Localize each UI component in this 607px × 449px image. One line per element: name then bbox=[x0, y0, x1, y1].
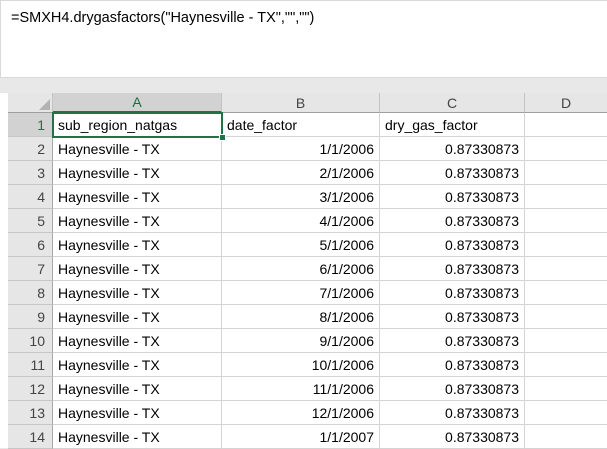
row-number[interactable]: 5 bbox=[8, 209, 53, 233]
cell-col-d[interactable] bbox=[525, 185, 607, 209]
row-number[interactable]: 6 bbox=[8, 233, 53, 257]
cell-col-b[interactable]: 1/1/2007 bbox=[222, 425, 380, 449]
cell-col-c[interactable]: 0.87330873 bbox=[380, 377, 525, 401]
sheet-row: 7 Haynesville - TX 6/1/2006 0.87330873 bbox=[8, 257, 607, 281]
cell-col-d[interactable] bbox=[525, 113, 607, 137]
cell-col-a[interactable]: Haynesville - TX bbox=[53, 425, 222, 449]
cell-col-a[interactable]: Haynesville - TX bbox=[53, 257, 222, 281]
sheet-row: 5 Haynesville - TX 4/1/2006 0.87330873 bbox=[8, 209, 607, 233]
cell-col-b[interactable]: 7/1/2006 bbox=[222, 281, 380, 305]
sheet-left-margin bbox=[0, 93, 8, 448]
cell-col-c[interactable]: 0.87330873 bbox=[380, 353, 525, 377]
cell-col-d[interactable] bbox=[525, 425, 607, 449]
row-number[interactable]: 4 bbox=[8, 185, 53, 209]
cell-col-d[interactable] bbox=[525, 257, 607, 281]
cell-col-c[interactable]: 0.87330873 bbox=[380, 401, 525, 425]
cell-col-c[interactable]: 0.87330873 bbox=[380, 425, 525, 449]
sheet-row: 6 Haynesville - TX 5/1/2006 0.87330873 bbox=[8, 233, 607, 257]
cell-col-a[interactable]: Haynesville - TX bbox=[53, 329, 222, 353]
sheet-row: 9 Haynesville - TX 8/1/2006 0.87330873 bbox=[8, 305, 607, 329]
column-header-d[interactable]: D bbox=[525, 93, 607, 113]
row-number[interactable]: 1 bbox=[8, 113, 53, 137]
cell-col-b[interactable]: 4/1/2006 bbox=[222, 209, 380, 233]
select-all-button[interactable] bbox=[8, 93, 53, 113]
sheet-row: 3 Haynesville - TX 2/1/2006 0.87330873 bbox=[8, 161, 607, 185]
cell-col-d[interactable] bbox=[525, 137, 607, 161]
cell-col-a[interactable]: Haynesville - TX bbox=[53, 233, 222, 257]
cell-col-d[interactable] bbox=[525, 161, 607, 185]
cell-col-a[interactable]: Haynesville - TX bbox=[53, 137, 222, 161]
sheet-row: 4 Haynesville - TX 3/1/2006 0.87330873 bbox=[8, 185, 607, 209]
column-header-b[interactable]: B bbox=[222, 93, 380, 113]
cell-col-d[interactable] bbox=[525, 353, 607, 377]
cell-col-c[interactable]: 0.87330873 bbox=[380, 257, 525, 281]
sheet-row: 11 Haynesville - TX 10/1/2006 0.87330873 bbox=[8, 353, 607, 377]
cell-col-b[interactable]: 2/1/2006 bbox=[222, 161, 380, 185]
row-number[interactable]: 13 bbox=[8, 401, 53, 425]
cell-col-a[interactable]: Haynesville - TX bbox=[53, 305, 222, 329]
sheet-row: 10 Haynesville - TX 9/1/2006 0.87330873 bbox=[8, 329, 607, 353]
sheet-row: 14 Haynesville - TX 1/1/2007 0.87330873 bbox=[8, 425, 607, 449]
cell-col-d[interactable] bbox=[525, 281, 607, 305]
cell-col-b[interactable]: 8/1/2006 bbox=[222, 305, 380, 329]
cell-col-d[interactable] bbox=[525, 377, 607, 401]
cell-col-a[interactable]: Haynesville - TX bbox=[53, 209, 222, 233]
sheet-row: 2 Haynesville - TX 1/1/2006 0.87330873 bbox=[8, 137, 607, 161]
sheet-row: 1 sub_region_natgas date_factor dry_gas_… bbox=[8, 113, 607, 137]
row-number[interactable]: 14 bbox=[8, 425, 53, 449]
sheet-row: 12 Haynesville - TX 11/1/2006 0.87330873 bbox=[8, 377, 607, 401]
cell-col-d[interactable] bbox=[525, 209, 607, 233]
select-all-triangle-icon bbox=[39, 99, 50, 110]
cell-col-a[interactable]: Haynesville - TX bbox=[53, 377, 222, 401]
row-number[interactable]: 7 bbox=[8, 257, 53, 281]
cell-col-d[interactable] bbox=[525, 233, 607, 257]
cell-col-c[interactable]: 0.87330873 bbox=[380, 233, 525, 257]
cell-col-a[interactable]: Haynesville - TX bbox=[53, 401, 222, 425]
cell-col-b[interactable]: 6/1/2006 bbox=[222, 257, 380, 281]
column-header-c[interactable]: C bbox=[380, 93, 525, 113]
cell-col-d[interactable] bbox=[525, 401, 607, 425]
cell-col-b[interactable]: 5/1/2006 bbox=[222, 233, 380, 257]
cell-col-d[interactable] bbox=[525, 329, 607, 353]
cell-col-c[interactable]: 0.87330873 bbox=[380, 329, 525, 353]
cell-col-a[interactable]: Haynesville - TX bbox=[53, 281, 222, 305]
cell-col-b[interactable]: 9/1/2006 bbox=[222, 329, 380, 353]
cell-col-c[interactable]: 0.87330873 bbox=[380, 137, 525, 161]
sheet-row: 8 Haynesville - TX 7/1/2006 0.87330873 bbox=[8, 281, 607, 305]
cell-col-b[interactable]: 11/1/2006 bbox=[222, 377, 380, 401]
cell-col-c[interactable]: 0.87330873 bbox=[380, 305, 525, 329]
row-number[interactable]: 10 bbox=[8, 329, 53, 353]
row-number[interactable]: 2 bbox=[8, 137, 53, 161]
cell-col-a[interactable]: Haynesville - TX bbox=[53, 353, 222, 377]
cell-col-b[interactable]: 12/1/2006 bbox=[222, 401, 380, 425]
cell-col-a[interactable]: sub_region_natgas bbox=[53, 113, 222, 137]
cell-col-c[interactable]: 0.87330873 bbox=[380, 161, 525, 185]
row-number[interactable]: 12 bbox=[8, 377, 53, 401]
cell-col-a[interactable]: Haynesville - TX bbox=[53, 185, 222, 209]
cell-col-b[interactable]: date_factor bbox=[222, 113, 380, 137]
row-number[interactable]: 11 bbox=[8, 353, 53, 377]
cell-col-b[interactable]: 1/1/2006 bbox=[222, 137, 380, 161]
sheet-row: 13 Haynesville - TX 12/1/2006 0.87330873 bbox=[8, 401, 607, 425]
cell-col-c[interactable]: 0.87330873 bbox=[380, 185, 525, 209]
fill-handle[interactable] bbox=[219, 134, 226, 141]
cell-col-c[interactable]: 0.87330873 bbox=[380, 209, 525, 233]
column-header-a[interactable]: A bbox=[53, 93, 222, 113]
cell-col-b[interactable]: 3/1/2006 bbox=[222, 185, 380, 209]
formula-bar[interactable]: =SMXH4.drygasfactors("Haynesville - TX",… bbox=[0, 0, 607, 78]
row-number[interactable]: 9 bbox=[8, 305, 53, 329]
cell-col-a[interactable]: Haynesville - TX bbox=[53, 161, 222, 185]
cell-col-c[interactable]: dry_gas_factor bbox=[380, 113, 525, 137]
row-number[interactable]: 8 bbox=[8, 281, 53, 305]
row-number[interactable]: 3 bbox=[8, 161, 53, 185]
cell-col-c[interactable]: 0.87330873 bbox=[380, 281, 525, 305]
cell-col-b[interactable]: 10/1/2006 bbox=[222, 353, 380, 377]
cell-col-d[interactable] bbox=[525, 305, 607, 329]
